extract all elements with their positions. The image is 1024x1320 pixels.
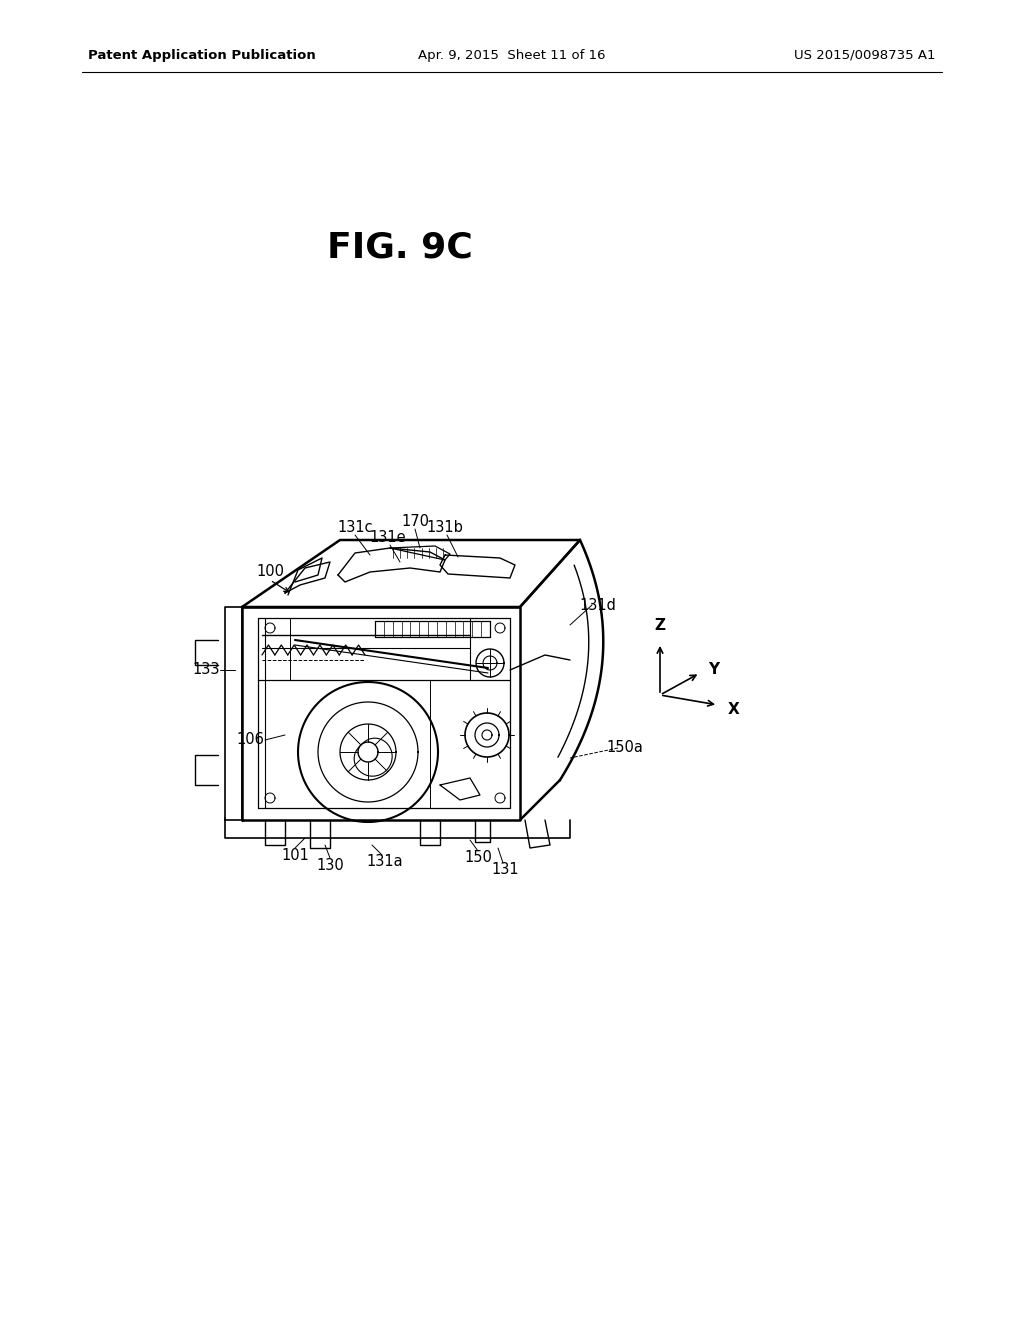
Text: Z: Z <box>654 618 666 634</box>
Text: 131c: 131c <box>337 520 373 536</box>
Text: 106: 106 <box>237 733 264 747</box>
Text: Y: Y <box>708 661 719 676</box>
Text: 100: 100 <box>256 565 284 579</box>
Text: 133: 133 <box>193 663 220 677</box>
Text: 150a: 150a <box>606 741 643 755</box>
Text: 131: 131 <box>492 862 519 878</box>
Text: 150: 150 <box>464 850 492 866</box>
Text: 131b: 131b <box>427 520 464 536</box>
Text: X: X <box>728 701 739 717</box>
Text: US 2015/0098735 A1: US 2015/0098735 A1 <box>795 49 936 62</box>
Text: 101: 101 <box>281 847 309 862</box>
Text: FIG. 9C: FIG. 9C <box>327 231 473 265</box>
Text: 130: 130 <box>316 858 344 873</box>
Text: 131d: 131d <box>580 598 616 612</box>
Text: 170: 170 <box>401 515 429 529</box>
Text: Apr. 9, 2015  Sheet 11 of 16: Apr. 9, 2015 Sheet 11 of 16 <box>418 49 606 62</box>
Text: 131a: 131a <box>367 854 403 870</box>
Text: Patent Application Publication: Patent Application Publication <box>88 49 315 62</box>
Text: 131e: 131e <box>370 531 407 545</box>
